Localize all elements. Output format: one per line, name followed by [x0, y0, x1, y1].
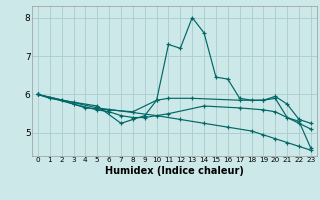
X-axis label: Humidex (Indice chaleur): Humidex (Indice chaleur)	[105, 166, 244, 176]
